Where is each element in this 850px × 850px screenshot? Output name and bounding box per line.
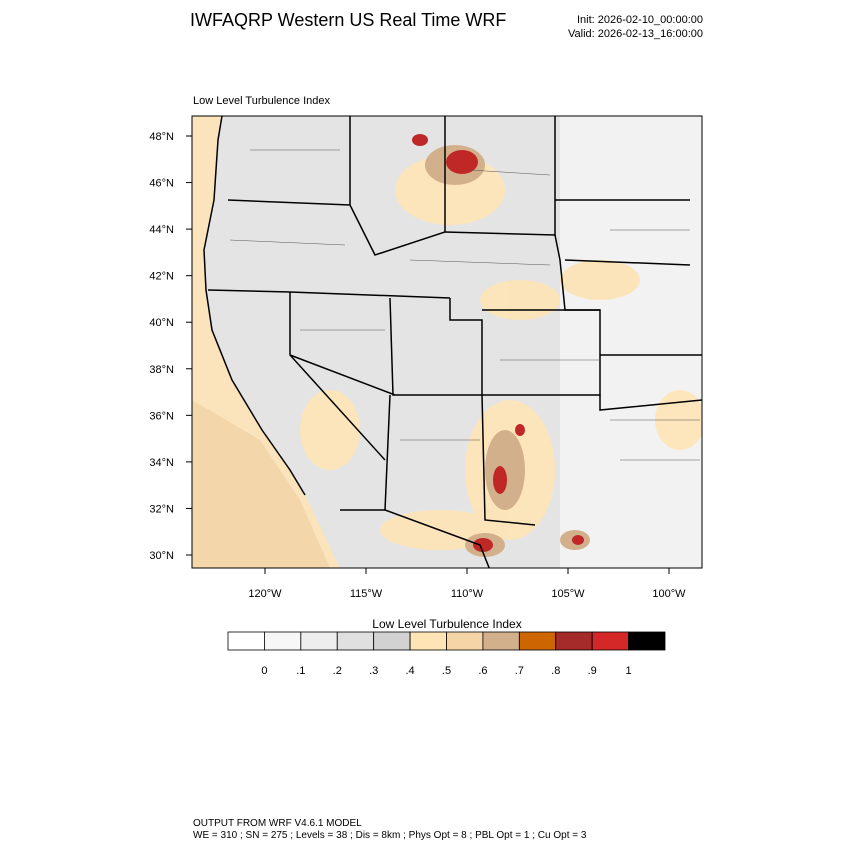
colorbar-swatch [446,631,484,651]
lat-label: 36°N [149,410,174,422]
colorbar-swatch [409,631,447,651]
lat-label: 42°N [149,271,174,283]
colorbar-swatch [264,631,302,651]
colorbar-swatch [336,631,375,651]
valid-time: Valid: 2026-02-13_16:00:00 [568,28,703,40]
lat-label: 32°N [149,503,174,515]
colorbar-swatch [227,631,265,651]
lat-label: 38°N [149,364,174,376]
lat-label: 40°N [149,317,174,329]
lon-label: 100°W [652,588,686,600]
lat-label: 44°N [149,224,174,236]
colorbar-label: 0 [261,665,267,677]
lat-label: 48°N [149,131,174,143]
colorbar-swatch [373,631,411,651]
colorbar-label: .2 [333,665,342,677]
lat-label: 34°N [149,457,174,469]
colorbar-label: .3 [369,665,378,677]
colorbar-label: .6 [478,665,487,677]
page-title: IWFAQRP Western US Real Time WRF [190,10,506,30]
map-area [192,116,702,568]
lon-label: 120°W [248,588,282,600]
colorbar-swatch [628,631,666,651]
lat-label: 46°N [149,178,174,190]
map-frame [191,115,703,569]
colorbar-title: Low Level Turbulence Index [372,617,521,631]
colorbar-label: .7 [515,665,524,677]
colorbar-label: .4 [405,665,414,677]
lon-label: 105°W [551,588,585,600]
colorbar-label: .1 [296,665,305,677]
footer-line: WE = 310 ; SN = 275 ; Levels = 38 ; Dis … [193,830,587,841]
colorbar-swatch [482,631,520,651]
colorbar-label: .9 [588,665,597,677]
colorbar-label: .8 [551,665,560,677]
colorbar-label: .5 [442,665,451,677]
lon-label: 110°W [451,588,484,600]
lon-label: 115°W [350,588,383,600]
colorbar-swatch [518,631,557,651]
lat-label: 30°N [149,550,174,562]
colorbar-label: 1 [626,665,632,677]
colorbar-swatch [591,631,629,651]
map-title: Low Level Turbulence Index [193,95,330,107]
colorbar-swatch [300,631,338,651]
footer-line: OUTPUT FROM WRF V4.6.1 MODEL [193,818,362,829]
init-time: Init: 2026-02-10_00:00:00 [577,14,703,26]
colorbar-swatch [555,631,593,651]
